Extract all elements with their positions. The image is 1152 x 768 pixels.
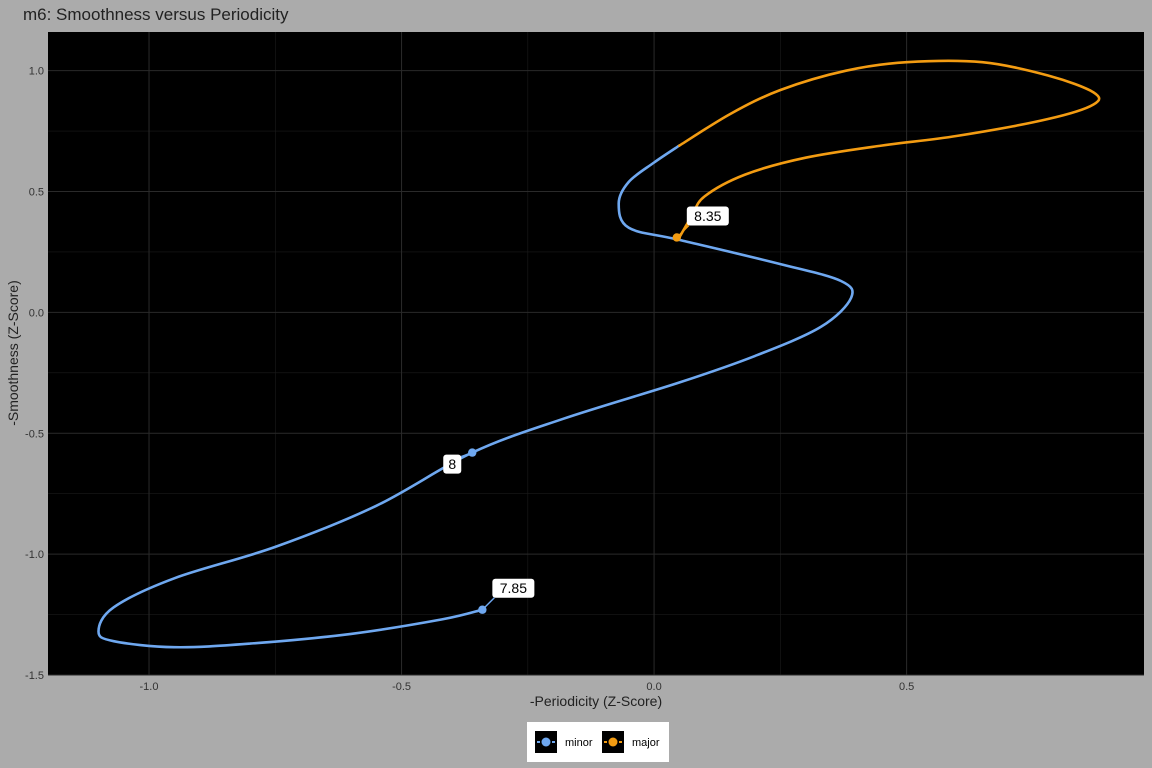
legend-label-minor: minor bbox=[565, 737, 593, 749]
legend: minor major bbox=[527, 722, 669, 762]
chart-title: m6: Smoothness versus Periodicity bbox=[23, 5, 289, 24]
x-tick-label: 0.0 bbox=[646, 681, 661, 693]
legend-label-major: major bbox=[632, 737, 660, 749]
plot-panel bbox=[48, 32, 1144, 675]
x-tick-label: -1.0 bbox=[140, 681, 159, 693]
x-axis-label: -Periodicity (Z-Score) bbox=[530, 693, 662, 709]
tick-layer: -1.0 -0.5 0.0 0.5 -1.5 -1.0 -0.5 0.0 0.5 1.0 bbox=[25, 66, 914, 693]
y-tick-label: 0.0 bbox=[29, 307, 44, 319]
grid-layer bbox=[48, 32, 1144, 676]
marker-point-minor bbox=[468, 448, 477, 457]
legend-point-minor bbox=[541, 737, 551, 747]
series-layer bbox=[97, 59, 1101, 649]
y-axis-label: -Smoothness (Z-Score) bbox=[5, 280, 21, 425]
x-tick-label: -0.5 bbox=[392, 681, 411, 693]
marker-point-minor bbox=[478, 605, 487, 614]
x-tick-label: 0.5 bbox=[899, 681, 914, 693]
data-label-box bbox=[686, 206, 729, 226]
marker-layer bbox=[461, 224, 690, 614]
y-tick-label: -1.5 bbox=[25, 670, 44, 682]
data-label: 8 bbox=[448, 456, 456, 472]
y-tick-label: -1.0 bbox=[25, 549, 44, 561]
data-label: 7.85 bbox=[500, 580, 527, 596]
label-layer: 7.85 8 8.35 bbox=[443, 206, 729, 598]
data-label-box bbox=[492, 578, 535, 598]
data-label: 8.35 bbox=[694, 208, 721, 224]
marker-point-major bbox=[672, 233, 682, 242]
series-line-minor bbox=[97, 144, 854, 649]
y-tick-label: 1.0 bbox=[29, 66, 44, 78]
legend-point-major bbox=[608, 737, 618, 747]
series-line-major bbox=[678, 59, 1101, 239]
data-label-box bbox=[443, 454, 462, 474]
y-tick-label: -0.5 bbox=[25, 428, 44, 440]
y-tick-label: 0.5 bbox=[29, 187, 44, 199]
